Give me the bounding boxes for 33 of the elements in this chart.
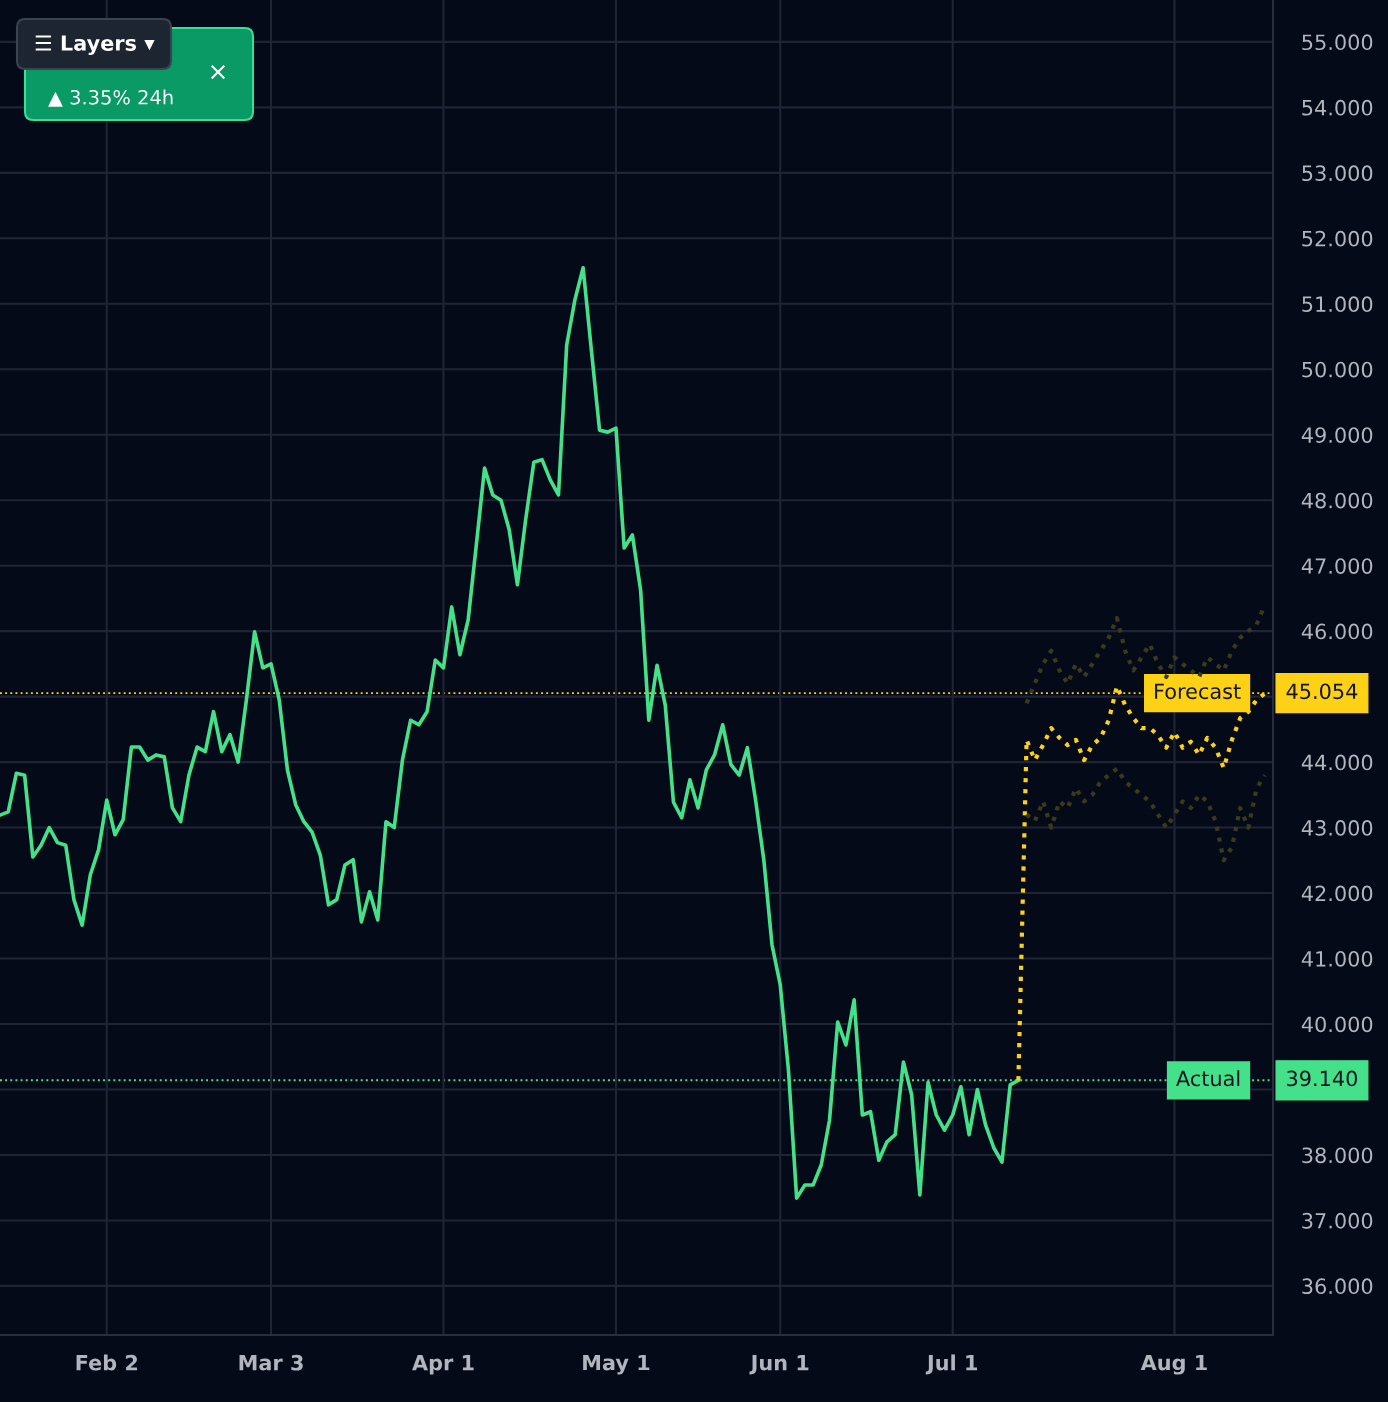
y-tick-label: 37.000	[1302, 1212, 1373, 1229]
y-tick-label: 43.000	[1301, 820, 1373, 836]
annotation: ×	[210, 64, 226, 80]
line-series	[1024, 766, 1267, 863]
text: 45.054	[1286, 683, 1358, 700]
annotation: ☰ Layers ▾	[35, 35, 155, 56]
x-tick-label: Aug 1	[1140, 1354, 1207, 1375]
x-tick-label: Mar 3	[239, 1354, 303, 1371]
y-tick-label: 52.000	[1302, 230, 1373, 247]
x-tick-label: Apr 1	[412, 1355, 474, 1375]
ref-line-label: Actual	[1176, 1070, 1240, 1087]
y-tick-label: 41.000	[1301, 950, 1373, 967]
y-tick-label: 46.000	[1301, 623, 1373, 640]
y-tick-label: 42.000	[1301, 885, 1373, 902]
y-tick-label: 50.000	[1302, 361, 1373, 378]
y-tick-label: 40.000	[1301, 1016, 1373, 1033]
y-tick-label: 54.000	[1302, 99, 1373, 116]
x-tick-label: Jul 1	[925, 1354, 977, 1375]
y-tick-label: 48.000	[1301, 492, 1373, 509]
y-tick-label: 51.000	[1302, 296, 1373, 313]
y-tick-label: 36.000	[1302, 1278, 1373, 1295]
y-tick-label: 44.000	[1301, 754, 1373, 771]
x-tick-label: May 1	[583, 1354, 650, 1375]
y-tick-label: 55.000	[1302, 34, 1373, 51]
y-tick-label: 47.000	[1301, 558, 1373, 574]
y-tick-label: 49.000	[1301, 427, 1373, 443]
x-tick-label: Feb 2	[76, 1354, 138, 1371]
y-tick-label: 38.000	[1302, 1147, 1373, 1164]
y-tick-label: 53.000	[1302, 165, 1373, 182]
ref-line-label: Forecast	[1155, 683, 1241, 700]
x-tick-label: Jun 1	[749, 1355, 809, 1375]
text: 39.140	[1287, 1070, 1358, 1087]
annotation: ▲ 3.35% 24h	[48, 89, 173, 107]
